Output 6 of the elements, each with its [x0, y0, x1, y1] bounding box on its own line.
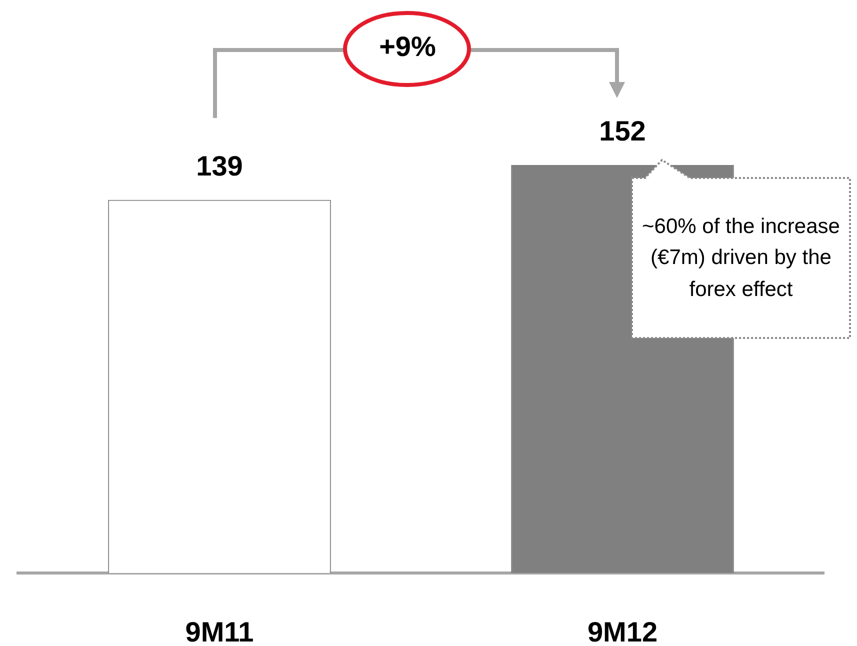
annotation: ~60% of the increase (€7m) driven by the forex effect: [641, 214, 841, 303]
x-tick-label: 9M11: [185, 616, 254, 646]
x-tick-label: 9M12: [587, 616, 658, 646]
data-label: 152: [599, 116, 646, 147]
text: +9%: [378, 30, 437, 64]
data-label: 139: [196, 150, 243, 182]
